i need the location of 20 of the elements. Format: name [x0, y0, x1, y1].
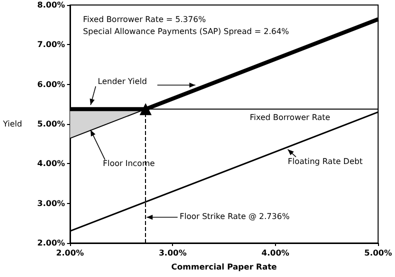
y-tick-label: 4.00%: [37, 159, 66, 168]
x-tick-label: 3.00%: [158, 248, 187, 258]
series-label: Floating Rate Debt: [288, 156, 363, 167]
x-axis-title: Commercial Paper Rate: [171, 262, 278, 272]
y-tick-label: 7.00%: [37, 40, 66, 50]
y-tick-label: 5.00%: [37, 120, 66, 128]
y-tick-label: 3.00%: [37, 198, 66, 208]
ref-line-label: Floor Strike Rate @ 2.736%: [180, 212, 290, 222]
text: Floor Income: [102, 158, 155, 169]
y-axis-title: Yield: [2, 120, 22, 128]
y-tick-label: 8.00%: [37, 0, 66, 10]
annotation: Special Allowance Payments (SAP) Spread = 2.64%: [83, 27, 290, 37]
x-tick-label: 2.00%: [56, 248, 84, 258]
x-tick-label: 5.00%: [364, 248, 392, 258]
annotation: Fixed Borrower Rate = 5.376%: [83, 15, 206, 25]
text: Lender Yield: [98, 76, 147, 87]
y-tick-label: 2.00%: [37, 238, 66, 248]
y-tick-label: 6.00%: [37, 80, 66, 89]
series-label: Fixed Borrower Rate: [250, 113, 330, 124]
x-tick-label: 4.00%: [262, 248, 290, 258]
